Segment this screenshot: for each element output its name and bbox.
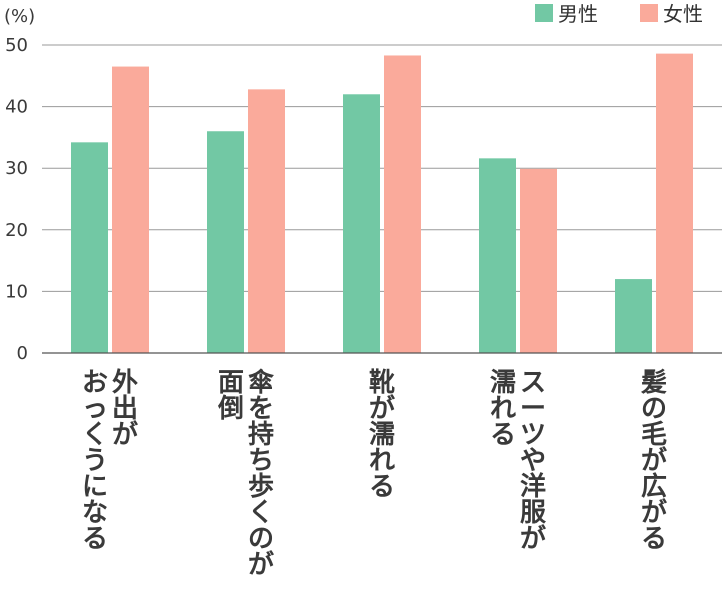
legend-label: 男性 xyxy=(558,2,598,26)
bars xyxy=(71,53,693,354)
x-category-label: スーツや洋服が xyxy=(520,368,547,554)
x-category-label: 濡れる xyxy=(490,368,516,450)
y-tick-label: 0 xyxy=(17,343,28,364)
y-tick-label: 10 xyxy=(5,281,28,302)
bar xyxy=(656,53,693,354)
x-category-label: 面倒 xyxy=(217,368,244,424)
legend-swatch xyxy=(640,4,658,22)
gridlines xyxy=(42,44,722,292)
legend-swatch xyxy=(535,4,553,22)
y-tick-label: 50 xyxy=(5,35,28,56)
bar xyxy=(112,66,149,353)
bar xyxy=(248,89,285,354)
y-unit-label: (%) xyxy=(4,6,35,27)
y-tick-label: 30 xyxy=(5,158,28,179)
x-category-label: 外出が xyxy=(112,368,138,450)
x-category-label: おっくうになる xyxy=(82,368,108,554)
x-category-label: 靴が濡れる xyxy=(369,368,395,502)
bar xyxy=(71,142,108,353)
bar xyxy=(615,279,652,353)
bar xyxy=(479,158,516,353)
bar xyxy=(207,131,244,353)
y-tick-labels: 0 10 20 30 40 50 xyxy=(5,35,28,364)
bar xyxy=(384,55,421,354)
x-category-label: 髪の毛が広がる xyxy=(640,368,667,554)
y-tick-label: 40 xyxy=(5,97,28,118)
bar xyxy=(343,94,380,353)
bar xyxy=(520,168,557,353)
y-tick-label: 20 xyxy=(5,220,28,241)
legend: 男性 女性 xyxy=(535,2,703,26)
x-category-label: 傘を持ち歩くのが xyxy=(248,368,275,580)
legend-label: 女性 xyxy=(663,2,703,26)
